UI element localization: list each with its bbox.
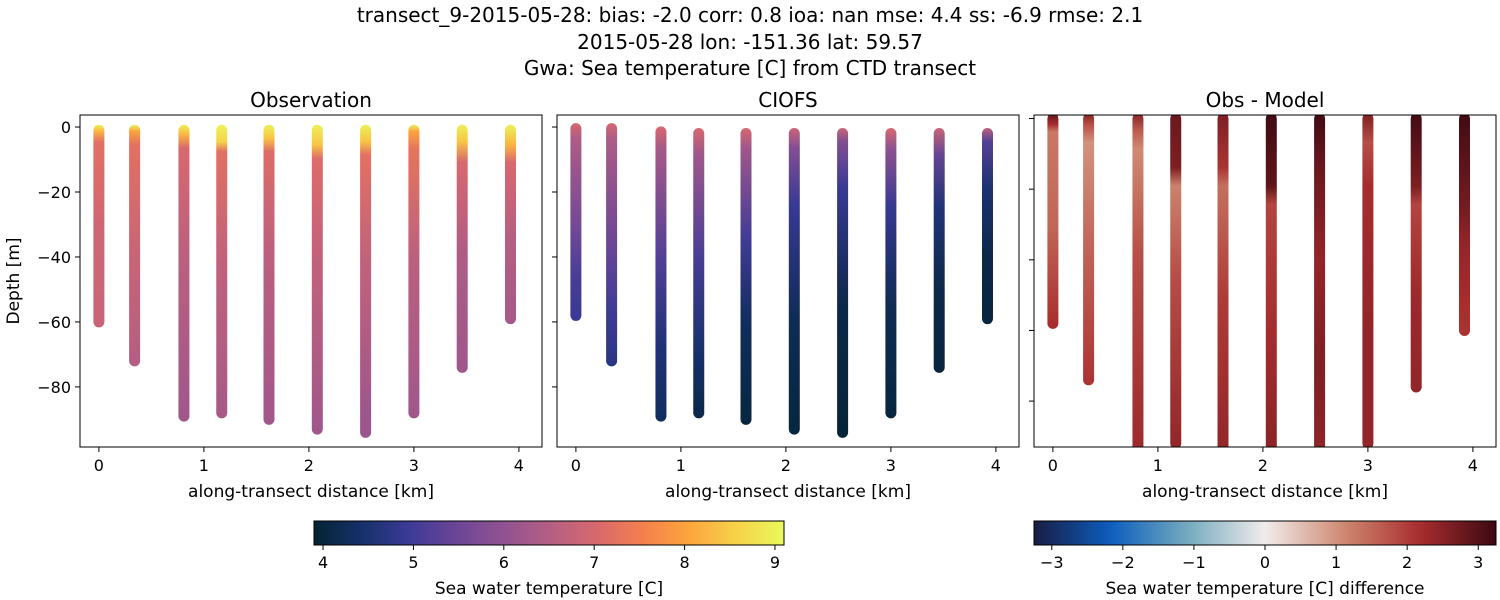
x-tick-label: 2 [304,456,314,475]
colorbar-tick-label: 2 [1402,553,1412,572]
station-profile-3 [1170,115,1182,447]
y-tick-label: −40 [37,248,71,267]
x-axis-label: along-transect distance [km] [188,482,434,502]
y-tick-label: −60 [37,313,71,332]
x-tick-label: 3 [886,456,896,475]
suptitle-line2: 2015-05-28 lon: -151.36 lat: 59.57 [577,30,923,54]
colorbar-2: −3 −2 −1 0 1 2 3 Sea water temperature [C] diff… [1033,520,1497,599]
panel-ciofs: 0 1 2 3 4 CIOFS along-transect distance [km] [552,88,1020,502]
station-profile-9 [1459,115,1470,336]
colorbar-tick-label: 9 [770,553,780,572]
x-tick-label: 1 [199,456,209,475]
station-profile-3 [693,128,705,419]
colorbar-gradient [313,520,785,546]
x-tick-label: 4 [514,456,524,475]
station-profile-2 [655,126,667,422]
station-profile-4 [263,124,275,425]
x-tick-label: 4 [1468,456,1478,475]
colorbar-label: Sea water temperature [C] difference [1105,579,1424,599]
x-tick-label: 0 [1048,456,1058,475]
x-axis-label: along-transect distance [km] [1142,482,1388,502]
station-profile-2 [1132,115,1144,447]
station-profile-0 [570,123,582,321]
x-tick-label: 3 [409,456,419,475]
station-profile-6 [360,124,372,438]
station-profile-6 [837,128,849,438]
colorbar-tick-label: 0 [1260,553,1270,572]
colorbar-tick-label: 6 [499,553,509,572]
station-profile-0 [93,124,105,328]
station-profile-4 [1217,115,1229,447]
station-profile-5 [788,128,800,435]
y-tick-label: −20 [37,183,71,202]
colorbar-tick-label: 7 [589,553,599,572]
station-profile-0 [1047,115,1059,329]
station-profile-8 [933,128,945,373]
suptitle-line1: transect_9-2015-05-28: bias: -2.0 corr: … [356,3,1144,27]
axes-frame [79,114,543,448]
colorbar-tick-label: 1 [1331,553,1341,572]
station-profile-1 [1083,115,1095,386]
axes-frame [556,114,1020,448]
y-tick-label: 0 [61,118,71,137]
station-profile-9 [505,124,516,325]
axes-frame [1033,114,1497,448]
x-tick-label: 2 [1258,456,1268,475]
x-tick-label: 0 [94,456,104,475]
station-profile-5 [1265,115,1277,447]
y-tick-label: −80 [37,378,71,397]
station-profile-1 [606,123,618,367]
panel-observation: 0 1 2 3 4 0 −20 −40 −60 −80 Observation along-trans… [4,88,543,502]
y-axis-label: Depth [m] [4,237,24,324]
station-profile-8 [456,124,468,373]
station-profile-5 [311,124,323,435]
x-axis-label: along-transect distance [km] [665,482,911,502]
station-profile-6 [1314,115,1326,447]
colorbar-tick-label: −2 [1111,553,1135,572]
panel-title: Observation [250,88,372,112]
station-profile-3 [216,124,228,419]
x-tick-label: 1 [676,456,686,475]
x-tick-label: 2 [781,456,791,475]
x-tick-label: 3 [1363,456,1373,475]
colorbar-tick-label: 8 [679,553,689,572]
colorbar-gradient [1033,520,1497,546]
colorbar-tick-label: 5 [408,553,418,572]
suptitle-line3: Gwa: Sea temperature [C] from CTD transe… [523,56,977,80]
station-profile-7 [885,128,897,419]
station-profile-4 [740,128,752,425]
station-profile-8 [1410,115,1422,393]
colorbar-tick-label: 4 [318,553,328,572]
panel-obs-model: 0 1 2 3 4 Obs - Model along-transect distance … [1029,88,1497,502]
colorbar-tick-label: −1 [1182,553,1206,572]
station-profile-1 [129,124,141,367]
colorbar-1: 4 5 6 7 8 9 Sea water temperature [C] [313,520,785,599]
x-tick-label: 1 [1153,456,1163,475]
panel-title: Obs - Model [1206,88,1325,112]
panel-title: CIOFS [758,88,817,112]
x-tick-label: 4 [991,456,1001,475]
colorbar-tick-label: 3 [1473,553,1483,572]
x-tick-label: 0 [571,456,581,475]
colorbar-tick-label: −3 [1040,553,1064,572]
station-profile-7 [1362,115,1374,447]
station-profile-7 [408,124,420,419]
station-profile-2 [178,124,190,422]
station-profile-9 [982,128,993,325]
colorbar-label: Sea water temperature [C] [435,579,663,599]
